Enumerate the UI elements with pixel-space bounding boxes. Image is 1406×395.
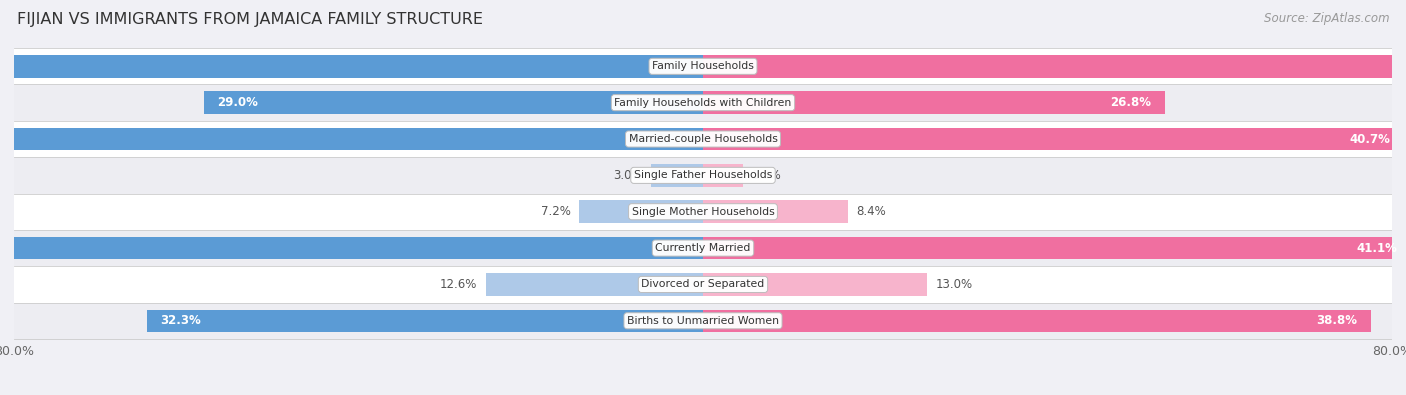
- Bar: [14, 121, 1392, 157]
- Bar: [146, 310, 703, 332]
- Bar: [14, 157, 1392, 194]
- Bar: [579, 200, 703, 223]
- Text: Family Households with Children: Family Households with Children: [614, 98, 792, 108]
- Bar: [14, 303, 1392, 339]
- Text: 7.2%: 7.2%: [540, 205, 571, 218]
- Text: Divorced or Separated: Divorced or Separated: [641, 279, 765, 290]
- Bar: [204, 91, 703, 114]
- Text: Currently Married: Currently Married: [655, 243, 751, 253]
- Bar: [14, 230, 1392, 266]
- Text: Family Households: Family Households: [652, 61, 754, 71]
- Bar: [0, 55, 703, 77]
- Bar: [703, 55, 1406, 77]
- Bar: [703, 273, 927, 296]
- Text: 13.0%: 13.0%: [935, 278, 973, 291]
- Bar: [703, 200, 848, 223]
- Text: Source: ZipAtlas.com: Source: ZipAtlas.com: [1264, 12, 1389, 25]
- Text: 12.6%: 12.6%: [440, 278, 478, 291]
- Text: Single Father Households: Single Father Households: [634, 170, 772, 181]
- Text: 38.8%: 38.8%: [1316, 314, 1358, 327]
- Text: 26.8%: 26.8%: [1109, 96, 1152, 109]
- Bar: [14, 194, 1392, 230]
- Text: Married-couple Households: Married-couple Households: [628, 134, 778, 144]
- Text: 2.3%: 2.3%: [751, 169, 780, 182]
- Text: 41.1%: 41.1%: [1357, 242, 1398, 255]
- Bar: [703, 164, 742, 187]
- Bar: [703, 237, 1406, 260]
- Bar: [651, 164, 703, 187]
- Bar: [703, 128, 1405, 150]
- Bar: [703, 310, 1371, 332]
- Bar: [14, 48, 1392, 85]
- Bar: [14, 266, 1392, 303]
- Text: 3.0%: 3.0%: [613, 169, 643, 182]
- Bar: [0, 237, 703, 260]
- Bar: [486, 273, 703, 296]
- Text: 32.3%: 32.3%: [160, 314, 201, 327]
- Bar: [0, 128, 703, 150]
- Text: Births to Unmarried Women: Births to Unmarried Women: [627, 316, 779, 326]
- Bar: [14, 85, 1392, 121]
- Text: Single Mother Households: Single Mother Households: [631, 207, 775, 217]
- Text: FIJIAN VS IMMIGRANTS FROM JAMAICA FAMILY STRUCTURE: FIJIAN VS IMMIGRANTS FROM JAMAICA FAMILY…: [17, 12, 482, 27]
- Text: 8.4%: 8.4%: [856, 205, 886, 218]
- Text: 29.0%: 29.0%: [218, 96, 259, 109]
- Text: 40.7%: 40.7%: [1350, 132, 1391, 145]
- Bar: [703, 91, 1164, 114]
- Legend: Fijian, Immigrants from Jamaica: Fijian, Immigrants from Jamaica: [565, 391, 841, 395]
